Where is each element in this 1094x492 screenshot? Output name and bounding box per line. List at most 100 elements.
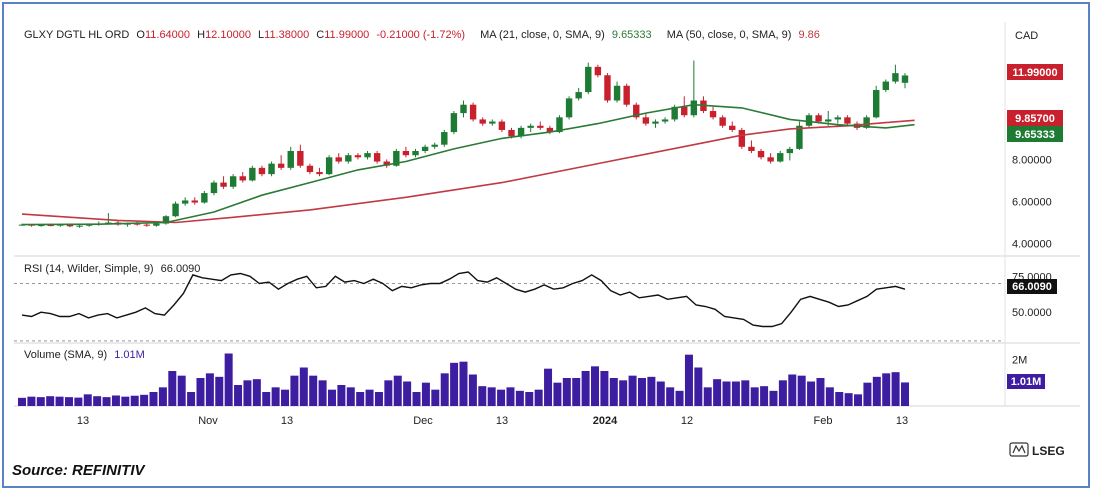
volume-value: 1.01M	[114, 349, 145, 361]
volume-bar	[497, 389, 506, 406]
volume-bar	[769, 390, 778, 406]
volume-bar	[609, 378, 618, 406]
volume-bar	[901, 382, 909, 406]
candle-body	[517, 127, 525, 137]
candle-body	[748, 146, 755, 151]
volume-bar	[703, 387, 712, 406]
price-tick-label: 8.00000	[1012, 154, 1052, 166]
volume-bar	[412, 392, 421, 406]
candle-body	[325, 157, 333, 175]
symbol-name: GLXY DGTL HL ORD	[24, 29, 129, 41]
candle-body	[777, 153, 784, 162]
candle-body	[373, 153, 381, 162]
candle-body	[220, 182, 227, 187]
last-price-badge: 11.99000	[1007, 64, 1063, 80]
volume-bar	[825, 387, 834, 406]
rsi-line	[21, 271, 906, 328]
volume-bar	[252, 379, 261, 406]
volume-bar	[515, 390, 524, 406]
candle-body	[66, 224, 74, 227]
ma50-line	[21, 119, 915, 224]
candle-body	[527, 125, 534, 128]
candle-body	[498, 121, 506, 130]
x-tick-label: 2024	[593, 415, 618, 427]
volume-bar	[760, 386, 769, 406]
volume-bar	[487, 387, 496, 406]
last-price-badge-text: 11.99000	[1012, 67, 1057, 79]
volume-bar	[478, 386, 487, 406]
volume-bar	[797, 375, 806, 406]
volume-bar	[18, 397, 26, 406]
candle-body	[316, 172, 323, 175]
volume-bar	[83, 394, 92, 406]
candle-body	[76, 225, 83, 227]
volume-bar	[666, 387, 675, 406]
candle-body	[652, 121, 659, 124]
volume-bar	[356, 392, 365, 406]
brand-name: LSEG	[1032, 444, 1065, 458]
high-label: H	[197, 29, 205, 41]
volume-bar	[562, 378, 571, 406]
volume-bar	[271, 387, 280, 406]
candle-body	[738, 129, 746, 147]
candle-body	[556, 117, 563, 133]
volume-panel: 2M	[18, 353, 1027, 406]
volume-bar	[750, 387, 759, 406]
candle-body	[719, 117, 726, 126]
volume-bar	[553, 382, 562, 406]
volume-bar	[694, 367, 703, 406]
volume-bar	[393, 375, 402, 406]
volume-bar	[656, 381, 665, 406]
volume-tick-label: 2M	[1012, 354, 1027, 366]
low-label: L	[258, 29, 264, 41]
x-tick-label: 13	[896, 415, 908, 427]
volume-bar	[807, 381, 816, 406]
ma50-label: MA (50, close, 0, SMA, 9)	[667, 29, 792, 41]
x-tick-label: 13	[77, 415, 89, 427]
volume-bar	[74, 397, 83, 406]
volume-bar	[731, 381, 740, 406]
candle-body	[85, 224, 93, 226]
close-value: 11.99000	[324, 29, 369, 41]
close-label: C	[316, 29, 324, 41]
candle-body	[786, 148, 794, 154]
candle-body	[671, 106, 678, 120]
candle-body	[306, 165, 314, 173]
candle-body	[709, 111, 717, 118]
candle-body	[508, 129, 515, 137]
x-axis: 13 Nov 13 Dec 13 2024 12 Feb 13	[77, 415, 908, 427]
volume-bar	[468, 374, 477, 406]
rsi-badge: 66.0090	[1007, 279, 1057, 294]
candle-body	[277, 163, 285, 168]
candle-body	[623, 85, 630, 105]
volume-badge-text: 1.01M	[1011, 376, 1042, 388]
volume-bar	[309, 375, 318, 406]
volume-bar	[205, 373, 214, 406]
candle-body	[594, 66, 602, 76]
volume-bar	[675, 390, 684, 406]
candle-body	[460, 104, 467, 114]
candle-body	[412, 151, 419, 156]
volume-bar	[111, 395, 120, 406]
volume-bar	[637, 378, 646, 406]
candle-body	[565, 98, 573, 118]
volume-bar	[854, 394, 863, 406]
rsi-legend: RSI (14, Wilder, Simple, 9) 66.0090	[24, 263, 200, 275]
candle-body	[681, 106, 688, 116]
candle-body	[441, 132, 448, 145]
candle-body	[133, 223, 141, 225]
x-tick-label: Feb	[814, 415, 833, 427]
volume-bar	[525, 392, 534, 406]
volume-bar	[365, 389, 374, 406]
volume-bar	[36, 397, 45, 406]
candle-body	[249, 167, 256, 181]
candle-body	[757, 151, 765, 158]
volume-bar	[450, 362, 459, 406]
candle-body	[201, 193, 208, 203]
candle-body	[287, 151, 294, 168]
candle-body	[805, 115, 813, 126]
volume-bar	[46, 396, 55, 406]
volume-bar	[431, 389, 440, 406]
candle-body	[18, 224, 26, 226]
volume-bar	[459, 361, 468, 406]
